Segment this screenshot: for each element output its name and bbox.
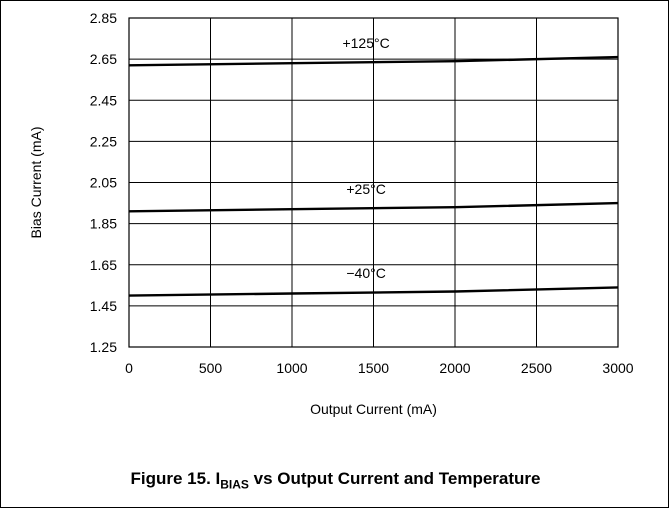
x-tick-label: 500 (199, 360, 223, 376)
chart: 0 500 1000 1500 2000 2500 3000 1.25 1.45 1.65 1.8… (28, 10, 634, 417)
series-labels: +125°C +25°C −40°C (342, 35, 389, 281)
series-line (128, 201, 619, 213)
grid (128, 17, 619, 348)
caption-prefix: Figure 15. I (130, 469, 221, 488)
x-tick-label: 2500 (521, 360, 552, 376)
y-tick-label: 1.85 (90, 216, 117, 232)
x-tick-label: 1000 (276, 360, 307, 376)
y-tick-label: 2.45 (90, 92, 117, 108)
series-line (128, 286, 619, 297)
figure-caption: Figure 15. IBIAS vs Output Current and T… (1, 469, 669, 491)
series-line (128, 55, 619, 67)
y-tick-label: 2.65 (90, 51, 117, 67)
x-tick-label: 2000 (439, 360, 470, 376)
x-tick-labels: 0 500 1000 1500 2000 2500 3000 (125, 360, 634, 376)
y-tick-label: 1.65 (90, 257, 117, 273)
series-lines (128, 55, 619, 297)
y-tick-label: 1.25 (90, 339, 117, 355)
caption-subscript: BIAS (220, 477, 249, 492)
y-tick-label: 1.45 (90, 298, 117, 314)
series-label: +25°C (346, 181, 385, 197)
x-tick-label: 1500 (358, 360, 389, 376)
y-tick-label: 2.85 (90, 10, 117, 26)
y-tick-label: 2.05 (90, 175, 117, 191)
caption-suffix: vs Output Current and Temperature (248, 469, 541, 488)
series-label: +125°C (342, 35, 389, 51)
y-tick-labels: 1.25 1.45 1.65 1.85 2.05 2.25 2.45 2.65 2.85 (90, 10, 117, 355)
x-tick-label: 3000 (602, 360, 633, 376)
x-tick-label: 0 (125, 360, 133, 376)
x-axis-title: Output Current (mA) (310, 401, 437, 417)
series-label: −40°C (346, 265, 385, 281)
plot-border (128, 17, 619, 348)
y-tick-label: 2.25 (90, 133, 117, 149)
y-axis-title: Bias Current (mA) (28, 126, 44, 238)
